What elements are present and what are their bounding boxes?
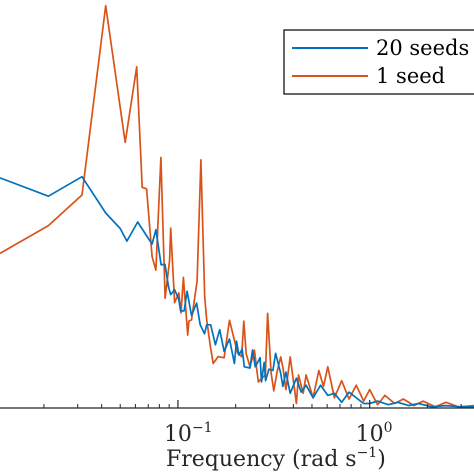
- x-axis-label: Frequency (rad s−1): [166, 445, 386, 472]
- x-tick-label-base-1: 10: [356, 422, 384, 447]
- legend: 20 seeds a 1 seed: [283, 29, 474, 95]
- x-tick-label-1: 100: [356, 420, 393, 447]
- x-tick-label-exponent-0: −1: [192, 420, 213, 436]
- x-tick-label-exponent-1: 0: [384, 420, 393, 436]
- legend-box: [283, 29, 474, 95]
- x-tick-label-0: 10−1: [164, 420, 213, 447]
- legend-label-series-0: 20 seeds a: [376, 36, 474, 60]
- x-axis-label-close: ): [377, 447, 386, 472]
- x-axis-label-exponent: −1: [357, 445, 378, 461]
- series-line-1: [0, 4, 474, 408]
- series-line-0: [0, 175, 474, 408]
- x-tick-label-base-0: 10: [164, 422, 192, 447]
- x-axis-label-text: Frequency (rad s: [166, 447, 357, 472]
- ticks-layer: 10−1 100: [43, 400, 462, 447]
- series-layer: [0, 4, 474, 408]
- legend-label-series-1: 1 seed: [376, 64, 445, 88]
